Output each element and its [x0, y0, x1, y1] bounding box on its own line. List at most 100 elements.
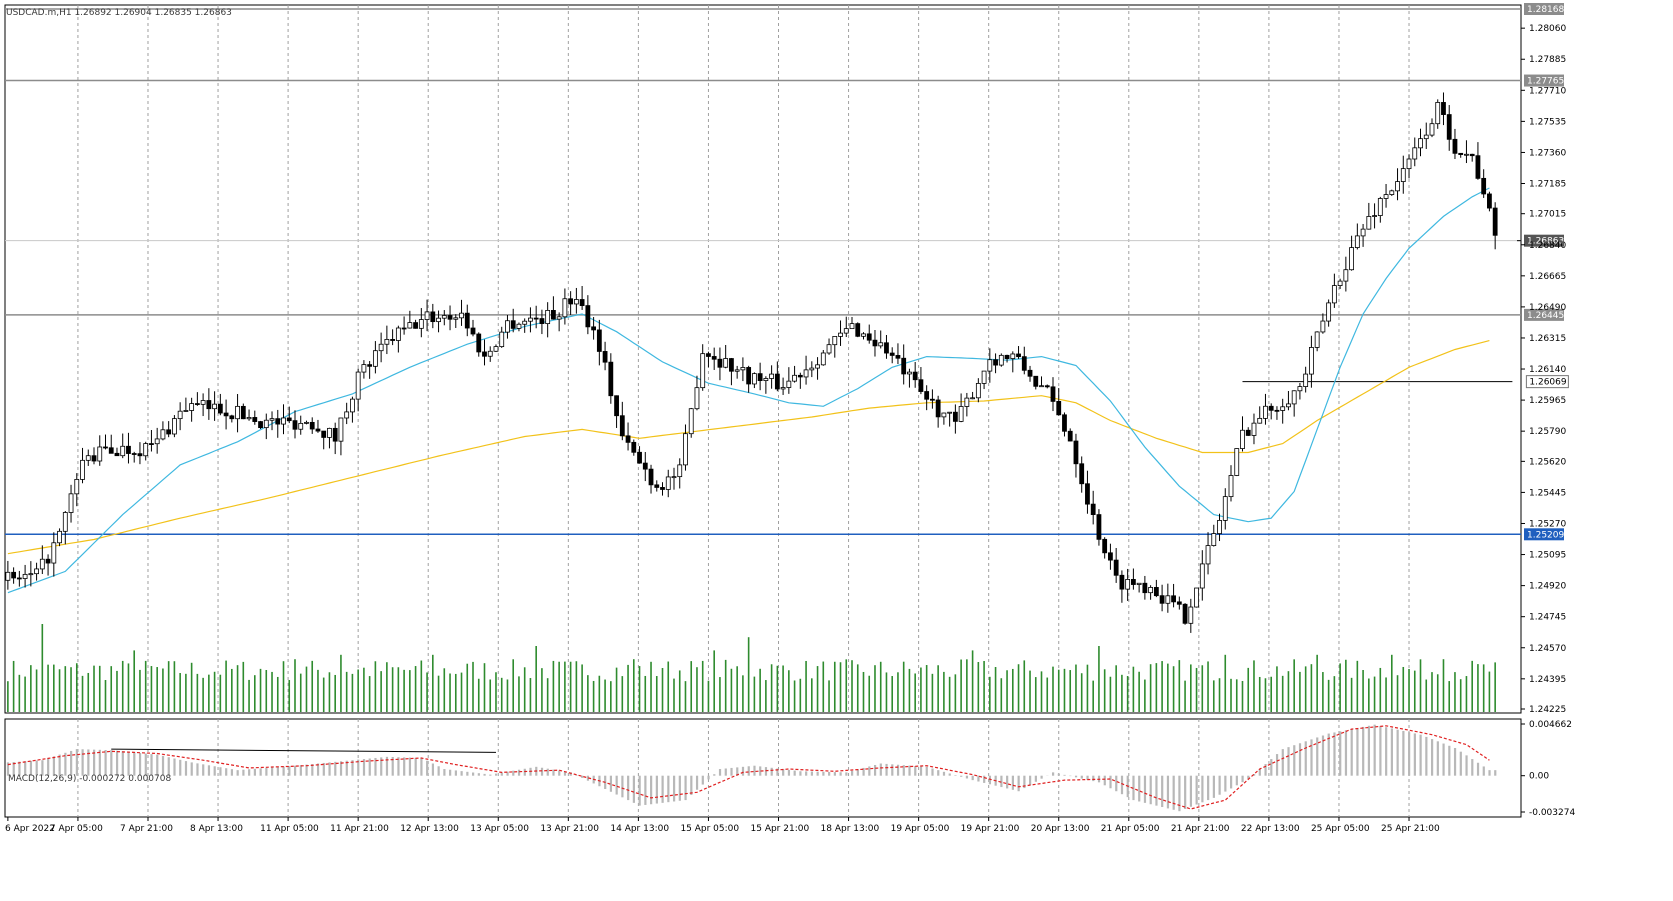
volume-bar — [633, 659, 635, 712]
macd-bar — [1029, 776, 1031, 785]
candle-body — [75, 479, 79, 493]
volume-bar — [1339, 663, 1341, 712]
volume-bar — [708, 681, 710, 712]
macd-bar — [59, 755, 61, 776]
candle-body — [264, 420, 268, 427]
candle-body — [310, 422, 314, 429]
macd-bar — [466, 772, 468, 776]
macd-bar — [116, 751, 118, 776]
volume-bar — [30, 665, 32, 712]
volume-bar — [1156, 663, 1158, 712]
volume-bar — [1414, 671, 1416, 712]
candle-body — [994, 360, 998, 365]
macd-bar — [248, 769, 250, 775]
macd-bar — [1006, 776, 1008, 789]
volume-bar — [443, 668, 445, 712]
trend-line-label: 1.26069 — [1529, 378, 1566, 388]
candle-body — [488, 351, 492, 356]
candle-body — [1424, 135, 1428, 139]
volume-bar — [1138, 672, 1140, 712]
candle-body — [339, 418, 343, 441]
candle-body — [597, 330, 601, 352]
macd-bar — [949, 773, 951, 775]
candle-body — [92, 456, 96, 461]
candle-body — [706, 354, 710, 357]
candle-body — [1177, 602, 1181, 604]
x-tick-label: 19 Apr 21:00 — [961, 824, 1020, 834]
volume-bar — [811, 678, 813, 712]
candle-body — [437, 318, 441, 321]
macd-bar — [713, 774, 715, 775]
volume-bar — [972, 650, 974, 712]
volume-bar — [868, 676, 870, 712]
x-tick-label: 14 Apr 13:00 — [610, 824, 669, 834]
y-tick-label: 1.26840 — [1529, 241, 1566, 251]
volume-bar — [380, 671, 382, 712]
macd-bar — [76, 749, 78, 776]
price-axis[interactable]: 1.280601.278851.277101.275351.273601.271… — [1517, 24, 1566, 715]
volume-bar — [1276, 666, 1278, 712]
y-tick-label: 1.26140 — [1529, 365, 1566, 375]
volume-bar — [1265, 678, 1267, 712]
macd-bar — [931, 768, 933, 775]
volume-bar — [1489, 672, 1491, 712]
volume-bar — [501, 678, 503, 712]
candle-body — [661, 487, 665, 489]
candle-body — [1212, 534, 1216, 546]
candle-body — [103, 447, 107, 448]
candle-body — [873, 340, 877, 346]
candle-body — [1057, 401, 1061, 414]
macd-bar — [127, 752, 129, 776]
macd-bar — [845, 772, 847, 775]
candle-body — [638, 452, 642, 463]
candle-body — [798, 375, 802, 377]
macd-bar — [1374, 725, 1376, 776]
macd-bar — [271, 767, 273, 775]
macd-bar — [914, 766, 916, 776]
x-tick-label: 21 Apr 05:00 — [1101, 824, 1160, 834]
candle-body — [695, 388, 699, 409]
candle-body — [316, 429, 320, 431]
candle-body — [1062, 415, 1066, 431]
volume-bar — [156, 667, 158, 712]
volume-bar — [863, 672, 865, 712]
volume-bar — [599, 676, 601, 712]
volume-bar — [920, 668, 922, 712]
candle-body — [207, 400, 211, 408]
volume-bar — [1219, 678, 1221, 712]
macd-bar — [162, 756, 164, 776]
volume-bar — [731, 669, 733, 712]
volume-bar — [323, 678, 325, 712]
volume-bar — [151, 666, 153, 712]
macd-bar — [575, 775, 577, 776]
macd-bar — [432, 763, 434, 775]
candle-body — [655, 485, 659, 488]
candle-body — [132, 454, 136, 455]
candle-body — [1430, 124, 1434, 135]
candle-body — [98, 447, 102, 461]
candle-body — [1378, 198, 1382, 215]
candle-body — [1218, 520, 1222, 533]
volume-bar — [53, 665, 55, 712]
volume-bar — [788, 670, 790, 712]
candles — [6, 92, 1497, 632]
macd-bar — [1196, 776, 1198, 805]
volume-bar — [369, 676, 371, 712]
candle-body — [322, 431, 326, 437]
macd-bar — [834, 772, 836, 776]
volume-bar — [639, 666, 641, 712]
horizontal-levels[interactable]: 1.281681.277651.268631.264451.252091.260… — [5, 3, 1568, 540]
candle-body — [764, 378, 768, 380]
candle-body — [1413, 148, 1417, 159]
macd-bar — [294, 766, 296, 776]
candle-body — [649, 469, 653, 485]
macd-bar — [1448, 746, 1450, 776]
macd-bar — [1173, 776, 1175, 810]
volume-bar — [822, 662, 824, 712]
macd-bar — [581, 776, 583, 778]
macd-bar — [1058, 774, 1060, 776]
volume-bar — [1316, 655, 1318, 712]
